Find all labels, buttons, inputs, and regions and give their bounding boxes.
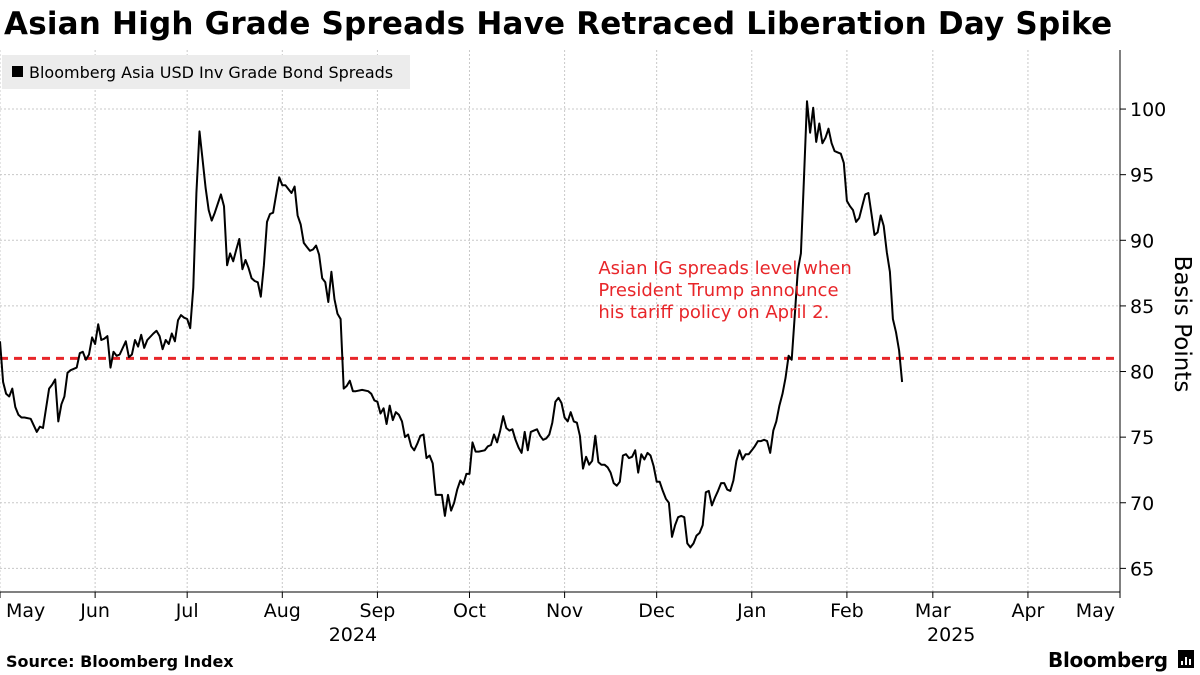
legend: Bloomberg Asia USD Inv Grade Bond Spread… [2, 55, 410, 89]
y-tick-label: 100 [1130, 99, 1166, 121]
y-axis-ticks: 65 70 75 80 85 90 95 100 [1120, 99, 1166, 580]
year-label: 2025 [927, 624, 975, 646]
x-tick-label: Jun [79, 600, 110, 622]
legend-label: Bloomberg Asia USD Inv Grade Bond Spread… [29, 63, 393, 82]
x-tick-label: Feb [830, 600, 864, 622]
x-tick-label: Sep [360, 600, 396, 622]
x-tick-label: Nov [546, 600, 583, 622]
y-tick-label: 85 [1130, 296, 1154, 318]
x-tick-label: May [6, 600, 45, 622]
x-tick-label: Dec [638, 600, 675, 622]
x-tick-label: Jan [736, 600, 766, 622]
x-tick-label: May [1076, 600, 1115, 622]
x-tick-label: Jul [175, 600, 199, 622]
year-label: 2024 [329, 624, 377, 646]
y-tick-label: 95 [1130, 165, 1154, 187]
y-axis-label: Basis Points [1169, 256, 1195, 393]
x-tick-label: Apr [1012, 600, 1045, 622]
grid [0, 50, 1121, 592]
y-tick-label: 65 [1130, 558, 1154, 580]
series-line [0, 100, 904, 549]
x-tick-label: Aug [264, 600, 301, 622]
annotation-line: President Trump announce [598, 280, 838, 301]
legend-swatch [12, 66, 23, 77]
annotation-line: Asian IG spreads level when [598, 258, 851, 279]
annotation-line: his tariff policy on April 2. [598, 302, 829, 323]
y-tick-label: 80 [1130, 362, 1154, 384]
chart-title: Asian High Grade Spreads Have Retraced L… [4, 6, 1113, 42]
bloomberg-logo: Bloomberg [1048, 648, 1168, 672]
bloomberg-logo-icon [1178, 650, 1194, 668]
legend-background [2, 55, 410, 89]
x-tick-label: Mar [915, 600, 951, 622]
x-tick-label: Oct [453, 600, 486, 622]
source-note: Source: Bloomberg Index [6, 652, 234, 671]
x-axis-ticks: May Jun Jul Aug Sep Oct Nov Dec Jan Feb Mar Apr May [0, 592, 1121, 622]
year-labels: 2024 2025 [329, 624, 976, 646]
y-tick-label: 70 [1130, 493, 1154, 515]
y-tick-label: 75 [1130, 427, 1154, 449]
y-tick-label: 90 [1130, 230, 1154, 252]
